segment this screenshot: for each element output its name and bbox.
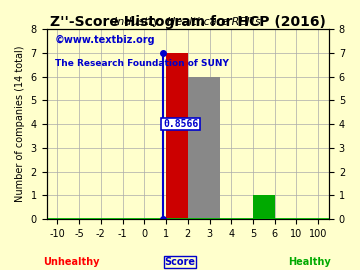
- Text: 0.8566: 0.8566: [163, 119, 198, 129]
- Bar: [253, 195, 275, 219]
- Y-axis label: Number of companies (14 total): Number of companies (14 total): [15, 46, 25, 202]
- Text: Unhealthy: Unhealthy: [43, 257, 100, 267]
- Bar: [166, 53, 188, 219]
- Text: The Research Foundation of SUNY: The Research Foundation of SUNY: [55, 59, 229, 68]
- Text: Healthy: Healthy: [288, 257, 331, 267]
- Text: Industry: Healthcare REITs: Industry: Healthcare REITs: [114, 17, 261, 27]
- Text: ©www.textbiz.org: ©www.textbiz.org: [55, 35, 156, 45]
- Bar: [188, 76, 220, 219]
- Text: Score: Score: [165, 257, 195, 267]
- Title: Z''-Score Histogram for HCP (2016): Z''-Score Histogram for HCP (2016): [50, 15, 326, 29]
